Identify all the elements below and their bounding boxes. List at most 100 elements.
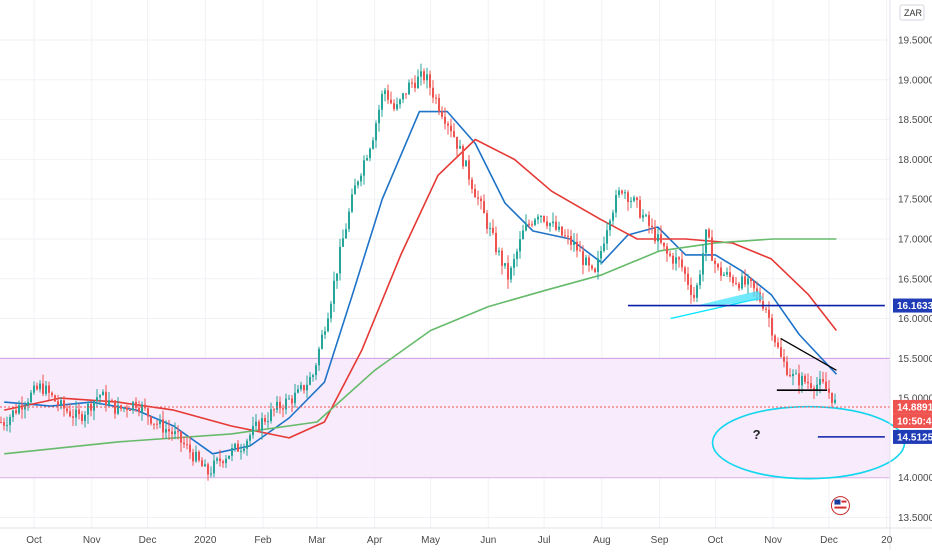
price-tag-text: 14.51256 (897, 432, 932, 443)
candle-body (474, 188, 476, 198)
moving-average-blue (4, 110, 837, 455)
time-axis: Oct Nov Dec 2020 Feb Mar Apr May Jun Jul Aug Sep Oct… (0, 527, 932, 546)
candle-body (390, 99, 392, 104)
candle-body (210, 473, 212, 475)
candle-body (69, 411, 71, 417)
candle-body (483, 201, 485, 214)
candle-body (645, 215, 647, 217)
candle-body (363, 160, 365, 176)
candle-body (27, 402, 29, 406)
candle-body (45, 385, 47, 394)
candle-body (714, 260, 716, 264)
candle-body (735, 282, 737, 284)
candle-body (723, 274, 725, 276)
countdown-tag: 10:50:40 (893, 413, 932, 428)
candle-body (465, 160, 467, 167)
candle-body (819, 379, 821, 385)
candle-body (540, 216, 542, 218)
candle-body (93, 401, 95, 411)
candle-body (72, 416, 74, 418)
candle-body (78, 409, 80, 415)
candle-body (594, 268, 596, 272)
x-tick-label: Sep (651, 535, 669, 546)
candle-body (162, 419, 164, 433)
candle-body (711, 237, 713, 261)
x-tick-label: Nov (83, 535, 101, 546)
candle-body (504, 263, 506, 266)
candle-body (12, 410, 14, 418)
candle-body (321, 334, 323, 349)
moving-average-green (4, 238, 837, 455)
candle-body (408, 82, 410, 95)
candle-body (612, 212, 614, 221)
candle-body (795, 373, 797, 375)
x-tick-label: Oct (708, 535, 724, 546)
candle-body (399, 99, 401, 105)
candle-body (654, 227, 656, 242)
candle-body (447, 123, 449, 126)
candle-body (567, 235, 569, 237)
candle-body (30, 392, 32, 403)
candle-body (24, 405, 26, 410)
candle-body (558, 226, 560, 230)
candle-body (438, 98, 440, 112)
x-tick-label: 20 (881, 535, 893, 546)
candle-body (459, 146, 461, 149)
candle-body (498, 250, 500, 253)
candle-body (774, 335, 776, 343)
y-tick-label: 16.50000 (898, 274, 932, 285)
candle-body (816, 384, 818, 391)
candle-body (531, 224, 533, 226)
candle-body (771, 317, 773, 336)
candle-body (609, 220, 611, 231)
candle-body (300, 385, 302, 390)
candle-body (486, 213, 488, 229)
candle-body (180, 431, 182, 443)
candle-body (54, 395, 56, 402)
candle-body (252, 425, 254, 436)
candle-body (828, 388, 830, 393)
candle-body (651, 225, 653, 228)
candle-body (831, 392, 833, 403)
highlight-band (0, 358, 890, 478)
candle-body (168, 429, 170, 432)
y-tick-label: 17.00000 (898, 234, 932, 245)
candle-body (243, 448, 245, 451)
candle-body (750, 278, 752, 282)
candle-body (780, 347, 782, 357)
candle-body (630, 200, 632, 202)
candle-body (618, 190, 620, 196)
candle-body (804, 375, 806, 382)
candle-body (291, 398, 293, 404)
candle-body (729, 272, 731, 277)
candle-body (75, 409, 77, 418)
candle-body (105, 391, 107, 405)
candle-body (327, 318, 329, 332)
candle-body (141, 404, 143, 412)
candle-body (666, 246, 668, 254)
candle-body (90, 403, 92, 411)
candle-body (426, 74, 428, 81)
candle-body (324, 331, 326, 335)
currency-badge[interactable]: ZAR (899, 4, 925, 21)
aqua-wedge (698, 290, 764, 307)
candle-body (669, 253, 671, 256)
candle-body (441, 111, 443, 117)
candle-body (693, 294, 695, 298)
candle-body (63, 400, 65, 409)
candle-body (381, 93, 383, 110)
price-tag: 14.88916 (893, 399, 932, 414)
candle-body (171, 431, 173, 435)
candle-body (285, 398, 287, 410)
candle-body (9, 417, 11, 426)
candle-body (108, 400, 110, 405)
candle-body (273, 409, 275, 411)
candle-body (33, 385, 35, 393)
candle-body (267, 421, 269, 423)
candle-body (42, 383, 44, 394)
candle-body (96, 397, 98, 402)
candle-body (156, 423, 158, 425)
candle-body (777, 342, 779, 348)
